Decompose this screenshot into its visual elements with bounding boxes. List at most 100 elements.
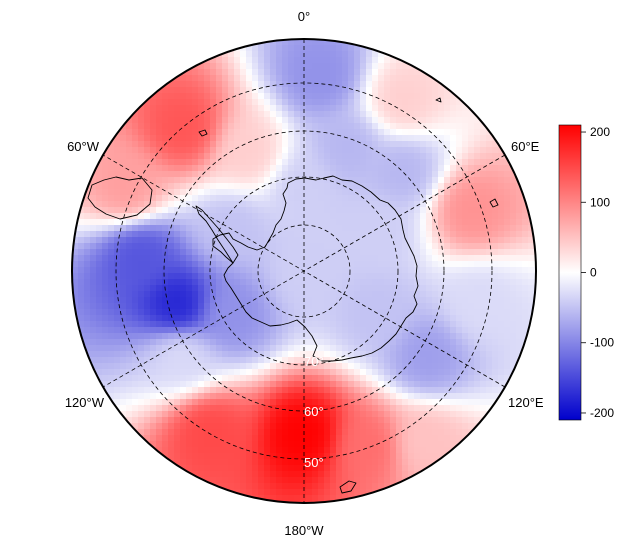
field-cell [222, 471, 229, 478]
field-cell [168, 213, 175, 220]
field-cell [144, 279, 151, 286]
field-cell [246, 105, 253, 112]
field-cell [318, 237, 325, 244]
field-cell [438, 213, 445, 220]
field-cell [516, 315, 523, 322]
field-cell [252, 57, 259, 64]
field-cell [324, 411, 331, 418]
field-cell [390, 351, 397, 358]
field-cell [390, 447, 397, 454]
field-cell [240, 123, 247, 130]
field-cell [432, 327, 439, 334]
field-cell [168, 99, 175, 106]
field-cell [402, 357, 409, 364]
field-cell [324, 279, 331, 286]
field-cell [318, 261, 325, 268]
field-cell [432, 279, 439, 286]
field-cell [492, 219, 499, 226]
field-cell [414, 201, 421, 208]
field-cell [492, 147, 499, 154]
field-cell [432, 93, 439, 100]
field-cell [312, 495, 319, 502]
field-cell [168, 111, 175, 118]
field-cell [282, 399, 289, 406]
field-cell [324, 189, 331, 196]
field-cell [144, 159, 151, 166]
field-cell [204, 93, 211, 100]
field-cell [486, 231, 493, 238]
field-cell [360, 327, 367, 334]
field-cell [72, 243, 79, 250]
field-cell [198, 447, 205, 454]
field-cell [390, 471, 397, 478]
field-cell [204, 411, 211, 418]
field-cell [174, 369, 181, 376]
field-cell [402, 429, 409, 436]
field-cell [468, 321, 475, 328]
field-cell [246, 315, 253, 322]
field-cell [258, 441, 265, 448]
field-cell [228, 57, 235, 64]
field-cell [198, 81, 205, 88]
field-cell [216, 363, 223, 370]
field-cell [198, 261, 205, 268]
field-cell [102, 279, 109, 286]
field-cell [468, 399, 475, 406]
field-cell [462, 159, 469, 166]
field-cell [252, 273, 259, 280]
field-cell [102, 357, 109, 364]
field-cell [288, 177, 295, 184]
field-cell [102, 363, 109, 370]
field-cell [372, 441, 379, 448]
field-cell [414, 381, 421, 388]
field-cell [354, 231, 361, 238]
field-cell [474, 243, 481, 250]
field-cell [210, 267, 217, 274]
field-cell [270, 213, 277, 220]
field-cell [84, 249, 91, 256]
field-cell [132, 327, 139, 334]
field-cell [162, 375, 169, 382]
field-cell [228, 207, 235, 214]
field-cell [474, 201, 481, 208]
field-cell [198, 441, 205, 448]
field-cell [306, 495, 313, 502]
field-cell [258, 213, 265, 220]
field-cell [276, 267, 283, 274]
field-cell [258, 399, 265, 406]
field-cell [180, 345, 187, 352]
field-cell [366, 99, 373, 106]
field-cell [210, 297, 217, 304]
field-cell [498, 243, 505, 250]
field-cell [96, 213, 103, 220]
field-cell [228, 159, 235, 166]
field-cell [408, 93, 415, 100]
field-cell [414, 429, 421, 436]
field-cell [354, 45, 361, 52]
field-cell [330, 315, 337, 322]
field-cell [138, 129, 145, 136]
field-cell [234, 321, 241, 328]
field-cell [204, 429, 211, 436]
field-cell [492, 381, 499, 388]
field-cell [222, 345, 229, 352]
field-cell [456, 411, 463, 418]
field-cell [414, 75, 421, 82]
field-cell [330, 111, 337, 118]
field-cell [252, 315, 259, 322]
field-cell [342, 237, 349, 244]
field-cell [474, 207, 481, 214]
field-cell [360, 315, 367, 322]
field-cell [402, 321, 409, 328]
field-cell [420, 459, 427, 466]
field-cell [402, 117, 409, 124]
field-cell [264, 201, 271, 208]
field-cell [72, 255, 79, 262]
field-cell [378, 393, 385, 400]
field-cell [324, 423, 331, 430]
field-cell [288, 291, 295, 298]
field-cell [270, 201, 277, 208]
field-cell [318, 471, 325, 478]
field-cell [282, 69, 289, 76]
field-cell [366, 483, 373, 490]
